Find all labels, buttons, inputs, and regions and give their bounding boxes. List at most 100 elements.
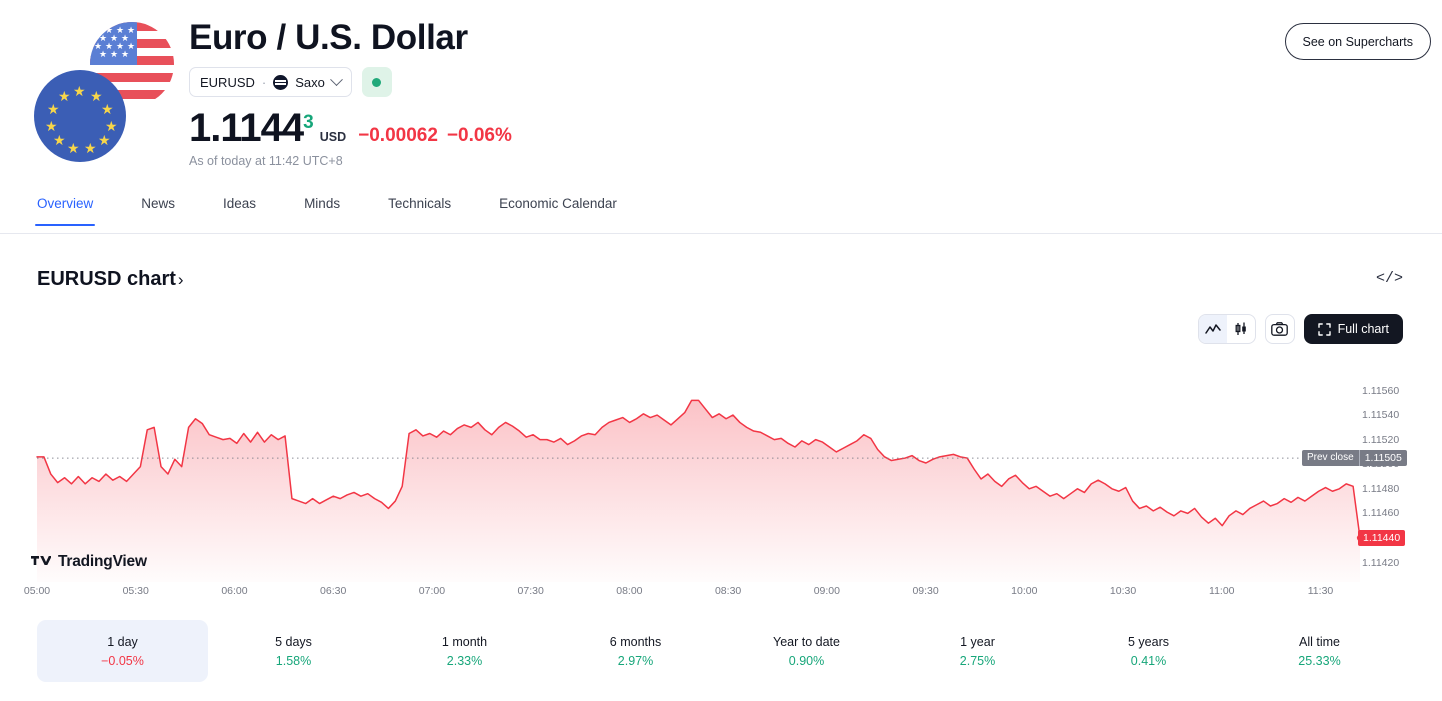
symbol-separator: · xyxy=(261,74,267,90)
currency-pair-flags: ★ ★ ★ ★ ★ ★ ★ ★ ★ ★ ★ ★ ★ ★ ★ ★ ★ ★ xyxy=(34,22,174,164)
period-year-to-date[interactable]: Year to date 0.90% xyxy=(721,620,892,682)
period-6-months[interactable]: 6 months 2.97% xyxy=(550,620,721,682)
time-axis-tick: 09:00 xyxy=(813,585,840,597)
tab-label: News xyxy=(141,196,176,211)
tab-news[interactable]: News xyxy=(141,196,175,226)
time-axis-tick: 05:00 xyxy=(23,585,51,597)
time-axis-tick: 10:00 xyxy=(1011,585,1038,597)
price-chart[interactable]: TradingView xyxy=(0,360,1442,582)
tradingview-logo-icon xyxy=(31,555,51,565)
tab-label: Economic Calendar xyxy=(499,196,617,211)
tab-overview[interactable]: Overview xyxy=(34,196,96,226)
prev-close-label: Prev close xyxy=(1302,450,1359,467)
period-label: 1 month xyxy=(441,634,488,649)
time-axis-tick: 07:00 xyxy=(418,585,446,597)
tab-label: Minds xyxy=(304,196,341,211)
period-change: −0.05% xyxy=(101,653,144,668)
time-axis-tick: 08:30 xyxy=(714,585,742,597)
period-label: 5 years xyxy=(1128,634,1169,649)
camera-snapshot-icon[interactable] xyxy=(1264,314,1295,344)
chart-title-link[interactable]: EURUSD chart › xyxy=(37,268,184,291)
period-label: Year to date xyxy=(773,634,840,649)
time-axis-tick: 10:30 xyxy=(1109,585,1137,597)
chart-type-group xyxy=(1197,314,1256,344)
period-performance-bar: 1 day −0.05% 5 days 1.58% 1 month 2.33% 6 mont… xyxy=(0,620,1442,682)
symbol-ticker: EURUSD xyxy=(200,74,255,90)
period-label: 1 day xyxy=(107,634,138,649)
time-axis-tick: 06:00 xyxy=(221,585,248,597)
time-axis-tick: 07:30 xyxy=(517,585,544,597)
market-open-dot-icon xyxy=(372,77,382,87)
tradingview-watermark: TradingView xyxy=(31,553,147,571)
symbol-row: EURUSD · Saxo xyxy=(189,67,392,97)
see-on-supercharts-button[interactable]: See on Supercharts xyxy=(1284,23,1431,60)
tab-minds[interactable]: Minds xyxy=(304,196,340,226)
period-1-day[interactable]: 1 day −0.05% xyxy=(37,620,208,682)
prev-close-badge: Prev close 1.11505 xyxy=(1302,450,1407,467)
period-5-years[interactable]: 5 years 0.41% xyxy=(1063,620,1234,682)
chevron-right-icon: › xyxy=(177,269,184,289)
expand-brackets-icon xyxy=(1317,322,1331,336)
price-change-percent: −0.06% xyxy=(446,125,512,146)
time-axis-tick: 06:30 xyxy=(320,585,347,597)
price-axis-tick: 1.11420 xyxy=(1362,556,1400,569)
price-axis-tick: 1.11560 xyxy=(1362,384,1400,397)
full-chart-label: Full chart xyxy=(1337,322,1389,336)
last-price-badge: 1.11440 xyxy=(1358,529,1406,546)
price-axis-tick: 1.11520 xyxy=(1362,433,1400,446)
tab-label: Overview xyxy=(37,196,94,211)
eu-flag-icon: ★ ★ ★ ★ ★ ★ ★ ★ ★ ★ ★ xyxy=(34,70,126,162)
saxo-logo-icon xyxy=(273,74,289,90)
period-all-time[interactable]: All time 25.33% xyxy=(1234,620,1405,682)
symbol-selector[interactable]: EURUSD · Saxo xyxy=(189,67,352,97)
page-title: Euro / U.S. Dollar xyxy=(189,18,468,57)
tab-label: Ideas xyxy=(223,196,257,211)
price-axis-tick: 1.11480 xyxy=(1362,482,1400,495)
period-label: 1 year xyxy=(960,634,995,649)
candlestick-chart-icon[interactable] xyxy=(1227,315,1255,343)
price-axis: 1.115601.115401.115201.115001.114801.114… xyxy=(1362,360,1442,582)
period-change: 2.75% xyxy=(959,653,996,668)
period-change: 2.33% xyxy=(446,653,483,668)
period-label: All time xyxy=(1299,634,1340,649)
section-tabs: Overview News Ideas Minds Technicals Economic… xyxy=(0,196,1442,234)
chart-svg xyxy=(36,399,1360,582)
time-axis-tick: 05:30 xyxy=(122,585,149,597)
period-change: 0.90% xyxy=(788,653,825,668)
area-chart-icon[interactable] xyxy=(1198,315,1227,343)
quote-header: ★ ★ ★ ★ ★ ★ ★ ★ ★ ★ ★ ★ ★ ★ ★ ★ ★ ★ xyxy=(0,0,1442,185)
market-status-badge[interactable] xyxy=(361,67,392,97)
time-axis: 05:00 05:30 06:00 06:30 07:00 07:30 08:00 08:30… xyxy=(0,585,1442,601)
chevron-down-icon xyxy=(330,72,343,86)
chart-title-text: EURUSD chart xyxy=(37,268,176,290)
price-change-absolute: −0.00062 xyxy=(358,125,438,146)
prev-close-value: 1.11505 xyxy=(1358,450,1407,467)
as-of-timestamp: As of today at 11:42 UTC+8 xyxy=(189,154,343,168)
broker-name: Saxo xyxy=(295,74,325,90)
price-axis-tick: 1.11460 xyxy=(1362,507,1400,520)
period-change: 25.33% xyxy=(1298,653,1341,668)
time-axis-tick: 11:00 xyxy=(1209,585,1235,597)
full-chart-button[interactable]: Full chart xyxy=(1303,314,1403,344)
price-currency: USD xyxy=(319,130,347,144)
period-1-year[interactable]: 1 year 2.75% xyxy=(892,620,1063,682)
period-label: 5 days xyxy=(275,634,312,649)
period-5-days[interactable]: 5 days 1.58% xyxy=(208,620,379,682)
tab-economic-calendar[interactable]: Economic Calendar xyxy=(499,196,617,226)
time-axis-tick: 11:30 xyxy=(1307,585,1334,597)
us-flag-icon: ★ ★ ★ ★ ★ ★ ★ ★ ★ ★ ★ ★ ★ ★ xyxy=(90,22,174,106)
period-change: 1.58% xyxy=(275,653,312,668)
period-1-month[interactable]: 1 month 2.33% xyxy=(379,620,550,682)
embed-code-icon[interactable]: </> xyxy=(1375,270,1403,287)
period-change: 2.97% xyxy=(617,653,654,668)
time-axis-tick: 09:30 xyxy=(912,585,939,597)
tab-technicals[interactable]: Technicals xyxy=(388,196,451,226)
tab-ideas[interactable]: Ideas xyxy=(223,196,256,226)
time-axis-tick: 08:00 xyxy=(616,585,643,597)
period-change: 0.41% xyxy=(1130,653,1167,668)
tab-label: Technicals xyxy=(388,196,452,211)
tradingview-brand: TradingView xyxy=(58,553,147,570)
last-price: 1.1144 xyxy=(189,106,304,150)
chart-toolbar: Full chart xyxy=(1197,314,1403,344)
